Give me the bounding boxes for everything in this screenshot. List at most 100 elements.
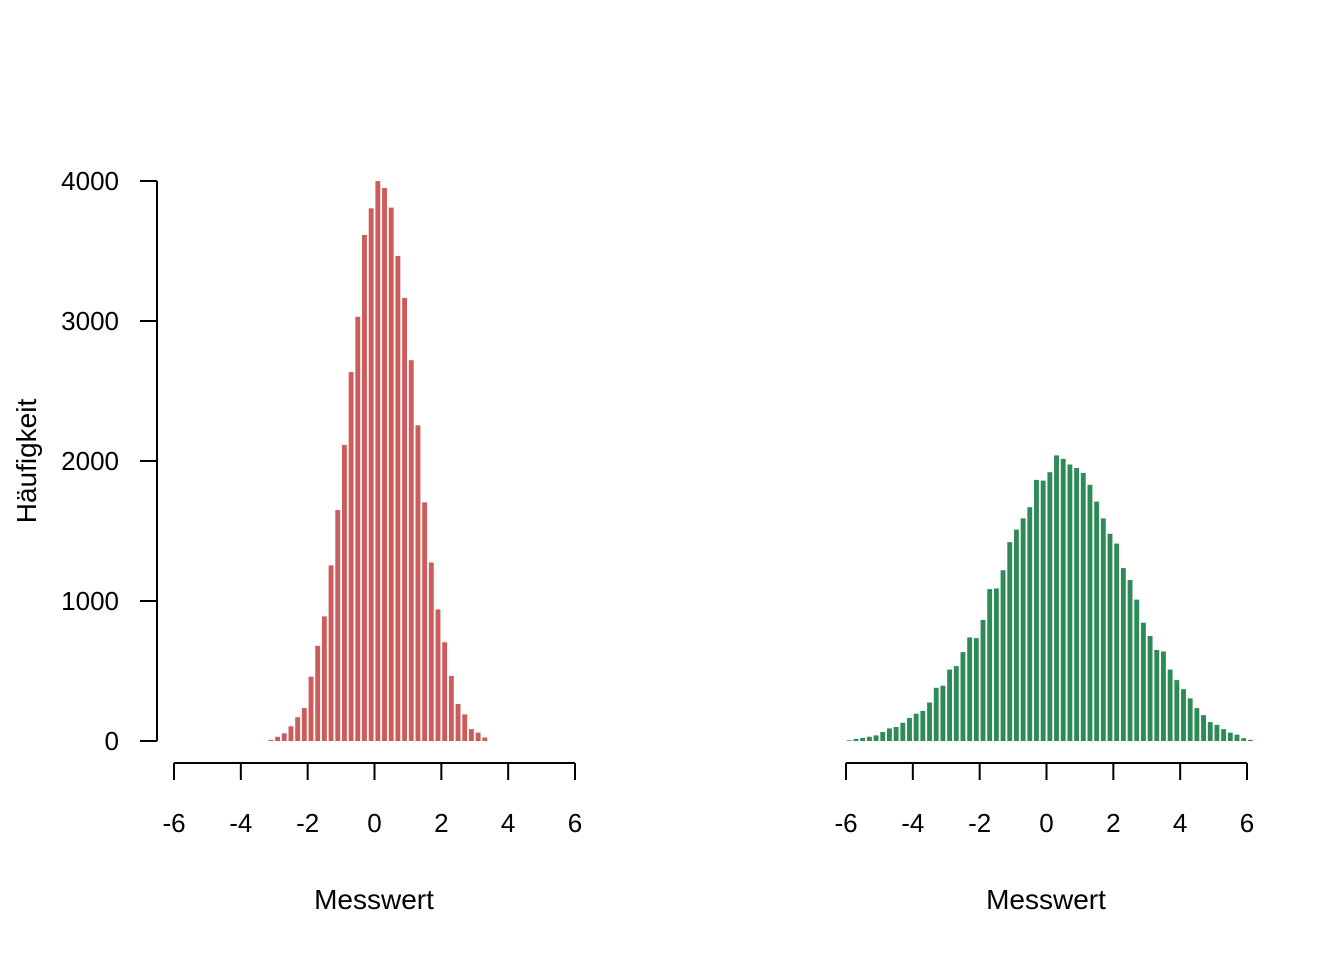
histogram-bar: [1080, 472, 1086, 741]
x-tick-label: 4: [501, 808, 515, 838]
bars-panel-1: [268, 181, 488, 742]
histogram-bar: [1094, 501, 1100, 741]
x-tick-label: -6: [834, 808, 857, 838]
histogram-bar: [846, 740, 852, 741]
y-tick-label: 0: [105, 726, 119, 756]
histogram-bar: [448, 675, 454, 741]
histogram-bar: [880, 731, 886, 741]
x-ticks-panel-1: -6 -4 -2 0 2 4 6: [162, 763, 582, 838]
histogram-bar: [408, 360, 414, 741]
histogram-bar: [275, 736, 281, 741]
histogram-bar: [281, 733, 287, 741]
histogram-bar: [1034, 479, 1039, 741]
histogram-bar: [860, 737, 866, 741]
x-tick-label: -4: [901, 808, 924, 838]
histogram-bar: [395, 255, 401, 741]
histogram-bar: [993, 588, 999, 741]
histogram-bar: [933, 687, 939, 741]
x-tick-label: 0: [1039, 808, 1053, 838]
histogram-bar: [1107, 533, 1113, 741]
histogram-bar: [328, 565, 334, 741]
histogram-bar: [973, 638, 979, 741]
histogram-bar: [1140, 622, 1146, 741]
histogram-bar: [1234, 734, 1240, 741]
histogram-bar: [913, 713, 919, 741]
histogram-bar: [1067, 464, 1073, 741]
histogram-bar: [442, 642, 448, 741]
histogram-bar: [1134, 599, 1140, 741]
histogram-bar: [428, 562, 434, 741]
histogram-bar: [907, 717, 912, 741]
histogram-bar: [1054, 455, 1059, 741]
histogram-bar: [1167, 669, 1173, 741]
histogram-bar: [1020, 518, 1026, 741]
histogram-bar: [341, 444, 347, 741]
histogram-bar: [893, 727, 899, 741]
x-ticks-panel-2: -6 -4 -2 0 2 4 6: [834, 763, 1254, 838]
histogram-bar: [415, 425, 421, 741]
y-tick-label: 2000: [61, 446, 119, 476]
histogram-bar: [321, 616, 327, 741]
histogram-bar: [382, 188, 387, 741]
x-axis-title: Messwert: [986, 884, 1106, 915]
bars-panel-2: [846, 455, 1253, 741]
histogram-bar: [1013, 529, 1019, 741]
histogram-bar: [1227, 732, 1233, 741]
histogram-bar: [1201, 715, 1206, 741]
histogram-bar: [927, 702, 932, 741]
histogram-bar: [1100, 518, 1106, 741]
histogram-bar: [1187, 698, 1193, 741]
histogram-bar: [987, 589, 993, 741]
histogram-bar: [348, 372, 354, 741]
histogram-bar: [1000, 570, 1006, 741]
histogram-bar: [1214, 724, 1220, 741]
histogram-bar: [1247, 739, 1253, 741]
x-tick-label: -4: [229, 808, 252, 838]
histogram-bar: [1074, 468, 1080, 741]
histogram-bar: [301, 708, 307, 741]
histogram-bar: [1007, 542, 1013, 741]
histogram-bar: [940, 685, 946, 741]
x-tick-label: 4: [1173, 808, 1187, 838]
histogram-bar: [388, 207, 394, 742]
histogram-bar: [853, 738, 859, 741]
histogram-panel-1: 0 1000 2000 3000 4000 -6 -4 -2 0 2 4 6 Messwert Hä…: [11, 166, 582, 915]
histogram-panel-2: -6 -4 -2 0 2 4 6 Messwert: [834, 455, 1254, 915]
histogram-bar: [1207, 722, 1213, 741]
x-tick-label: 2: [434, 808, 448, 838]
y-tick-label: 1000: [61, 586, 119, 616]
histogram-bar: [1114, 543, 1120, 741]
histogram-bar: [887, 728, 892, 741]
histogram-bar: [315, 645, 321, 741]
histogram-bar: [1120, 568, 1126, 741]
x-tick-label: 0: [367, 808, 381, 838]
histogram-bar: [1040, 480, 1046, 741]
histogram-bar: [435, 609, 441, 741]
histogram-bar: [967, 637, 973, 741]
histogram-bar: [468, 729, 474, 741]
histogram-bar: [960, 652, 966, 741]
y-tick-label: 3000: [61, 306, 119, 336]
x-tick-label: 6: [1240, 808, 1254, 838]
histogram-bar: [1161, 651, 1166, 741]
histogram-bar: [1181, 689, 1186, 741]
histogram-bar: [1221, 729, 1227, 741]
histogram-bar: [362, 234, 367, 741]
y-axis-title: Häufigkeit: [11, 399, 42, 524]
histogram-bar: [1194, 708, 1200, 741]
histogram-bar: [953, 666, 959, 741]
histogram-bar: [422, 502, 428, 741]
y-ticks-panel-1: 0 1000 2000 3000 4000: [61, 166, 157, 756]
histogram-bar: [1154, 650, 1160, 741]
histogram-bar: [920, 710, 926, 741]
histogram-bar: [1147, 636, 1153, 741]
histogram-bar: [295, 717, 301, 741]
histogram-bar: [873, 735, 879, 741]
histogram-bar: [1027, 507, 1033, 741]
x-tick-label: -6: [162, 808, 185, 838]
histogram-bar: [1047, 472, 1053, 741]
x-tick-label: -2: [968, 808, 991, 838]
x-tick-label: 2: [1106, 808, 1120, 838]
histogram-bar: [900, 722, 906, 741]
